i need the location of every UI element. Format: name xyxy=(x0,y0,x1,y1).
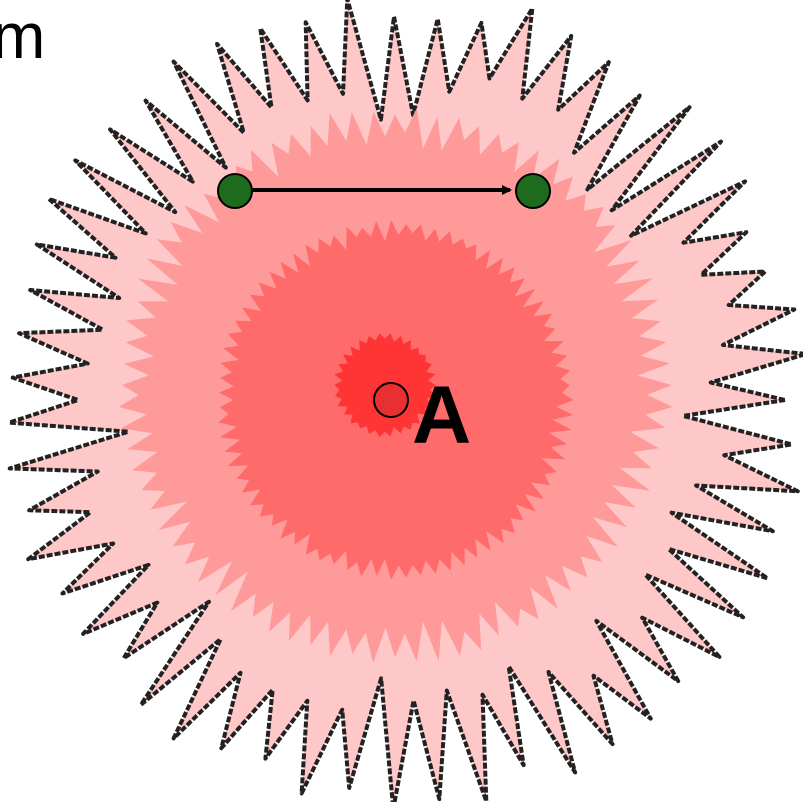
page: A m (() => { const data = JSON.parse(doc… xyxy=(0,0,803,802)
green-particle xyxy=(218,174,252,208)
red-particle xyxy=(374,383,408,417)
center-label: A xyxy=(412,370,471,461)
corner-label: m xyxy=(0,0,45,72)
green-particle xyxy=(516,174,550,208)
diagram: A m xyxy=(0,0,803,802)
